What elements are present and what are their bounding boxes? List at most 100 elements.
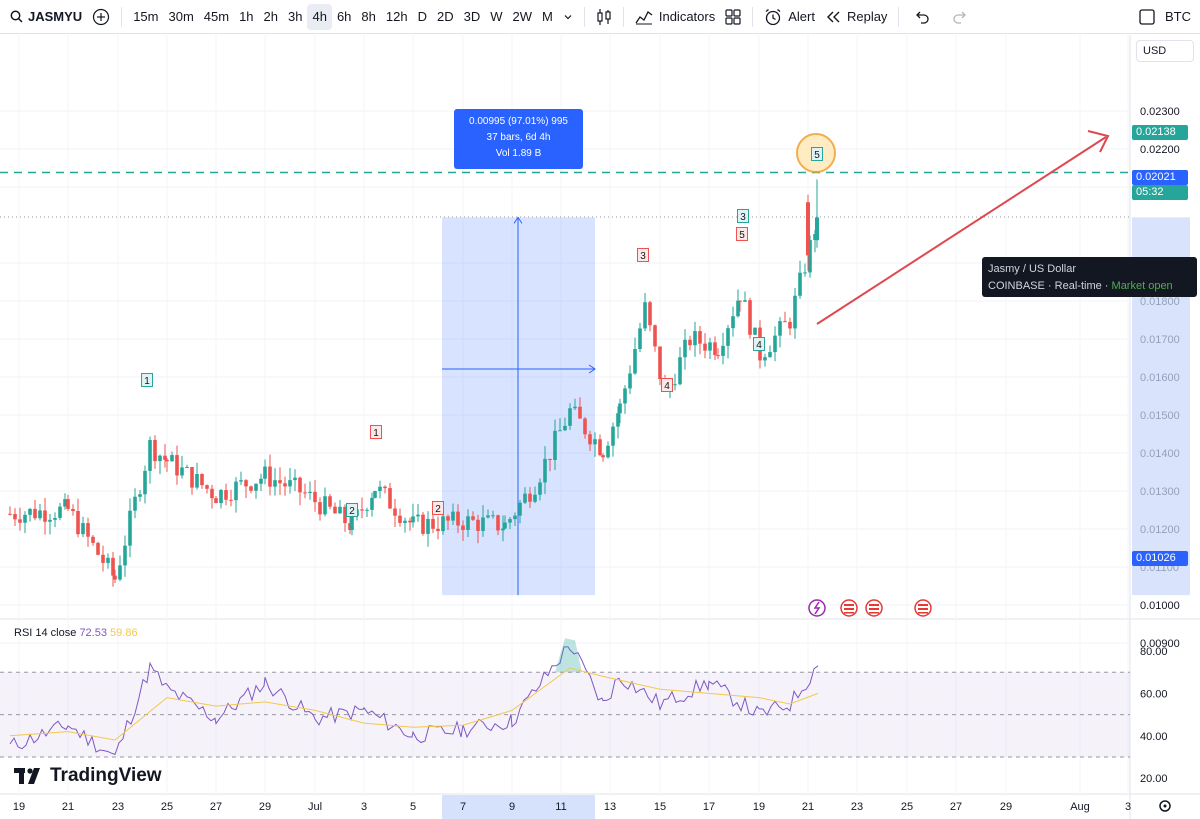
time-tick-label: 21 (62, 801, 74, 813)
candle-body (96, 542, 100, 555)
replay-button[interactable]: Replay (820, 4, 892, 30)
interval-d[interactable]: D (417, 9, 427, 24)
interval-m[interactable]: M (542, 9, 553, 24)
layouts-button[interactable] (720, 4, 746, 30)
candle-body (378, 486, 382, 492)
candle-body (170, 455, 174, 462)
candle-body (598, 439, 602, 456)
interval-6h[interactable]: 6h (336, 9, 352, 24)
undo-button[interactable] (909, 4, 935, 30)
gear-icon-center (1163, 804, 1167, 808)
candle-body (234, 481, 238, 501)
divider (622, 6, 624, 27)
candle-body (63, 499, 67, 507)
chart-type-button[interactable] (591, 4, 617, 30)
candle-body (86, 523, 90, 537)
candle-body (288, 480, 292, 487)
chart-area[interactable]: 0.023000.022000.021000.019000.018000.017… (0, 35, 1200, 819)
interval-2d[interactable]: 2D (436, 9, 454, 24)
trend-arrow-head (1087, 130, 1110, 153)
wave-label-teal-1: 1 (144, 376, 150, 387)
candle-body (421, 514, 425, 534)
indicators-button[interactable]: Indicators (630, 4, 720, 30)
candle-body (416, 514, 420, 517)
interval-12h[interactable]: 12h (385, 9, 408, 24)
candle-body (503, 522, 507, 529)
interval-2h[interactable]: 2h (263, 9, 279, 24)
candle-body (748, 300, 752, 335)
compare-checkbox[interactable]: BTC (1134, 4, 1196, 30)
alert-label: Alert (788, 9, 815, 24)
candle-body (513, 515, 517, 520)
wave-label-red-4: 4 (664, 381, 670, 392)
candle-body (205, 485, 209, 489)
candle-body (76, 511, 80, 535)
candle-body (283, 483, 287, 487)
candle-body (338, 506, 342, 514)
flag-stripe (918, 612, 928, 614)
rsi-tick-label: 60.00 (1140, 688, 1168, 700)
candle-body (408, 520, 412, 523)
dot-separator: · (1047, 280, 1055, 292)
candle-body (788, 321, 792, 329)
interval-dropdown-button[interactable] (558, 4, 578, 30)
candle-body (101, 554, 105, 563)
wave-label-red-3: 3 (640, 251, 646, 262)
interval-4h[interactable]: 4h (307, 3, 332, 30)
interval-30m[interactable]: 30m (168, 9, 194, 24)
interval-15m[interactable]: 15m (133, 9, 159, 24)
candle-body (293, 477, 297, 481)
candle-body (388, 488, 392, 509)
interval-3h[interactable]: 3h (288, 9, 303, 24)
candle-body (815, 217, 819, 241)
tooltip-status: Market open (1111, 280, 1173, 292)
wave-label-box (141, 373, 153, 387)
currency-selector[interactable]: USD (1136, 40, 1194, 62)
candle-body (703, 343, 707, 351)
interval-8h[interactable]: 8h (361, 9, 376, 24)
time-tick-label: 27 (950, 801, 962, 813)
chart-canvas[interactable]: 0.023000.022000.021000.019000.018000.017… (0, 35, 1200, 819)
flag-stripe (918, 604, 928, 606)
wave-label-teal-5: 5 (814, 150, 820, 161)
measure-bars: 37 bars, 6d 4h (486, 132, 551, 143)
undo-icon (914, 10, 930, 24)
redo-button[interactable] (947, 4, 973, 30)
interval-3d[interactable]: 3D (463, 9, 481, 24)
time-tick-label: 19 (13, 801, 25, 813)
interval-2w[interactable]: 2W (512, 9, 533, 24)
candle-body (71, 508, 75, 512)
candle-body (106, 557, 110, 563)
interval-w[interactable]: W (490, 9, 503, 24)
candle-body (185, 467, 189, 469)
time-tick-label: 25 (901, 801, 913, 813)
currency-label: USD (1143, 45, 1167, 57)
candle-body (426, 518, 430, 534)
tooltip-title: Jasmy / US Dollar (988, 263, 1077, 275)
candle-body (736, 300, 740, 317)
tradingview-logo[interactable]: TradingView (14, 765, 162, 787)
wave-label-box (753, 337, 765, 351)
candle-body (743, 300, 747, 302)
wave-label-box (432, 501, 444, 515)
candle-body (143, 470, 147, 495)
candle-body (81, 523, 85, 535)
gear-icon[interactable] (1159, 800, 1171, 812)
interval-1h[interactable]: 1h (239, 9, 254, 24)
candle-body (673, 384, 677, 386)
candle-body (578, 406, 582, 419)
candle-body (53, 517, 57, 520)
candle-body (411, 516, 415, 523)
interval-45m[interactable]: 45m (203, 9, 230, 24)
rsi-legend[interactable]: RSI 14 close 72.53 59.86 (14, 627, 138, 639)
candle-body (383, 486, 387, 489)
alert-button[interactable]: Alert (759, 4, 820, 30)
flag-stripe (869, 612, 879, 614)
candle-body (148, 439, 152, 471)
rewind-icon (825, 10, 841, 24)
symbol-search[interactable]: JASMYU (0, 4, 87, 30)
candle-body (451, 511, 455, 521)
time-tick-label: 13 (604, 801, 616, 813)
candle-body (618, 403, 622, 414)
compare-symbol-button[interactable] (87, 4, 115, 30)
